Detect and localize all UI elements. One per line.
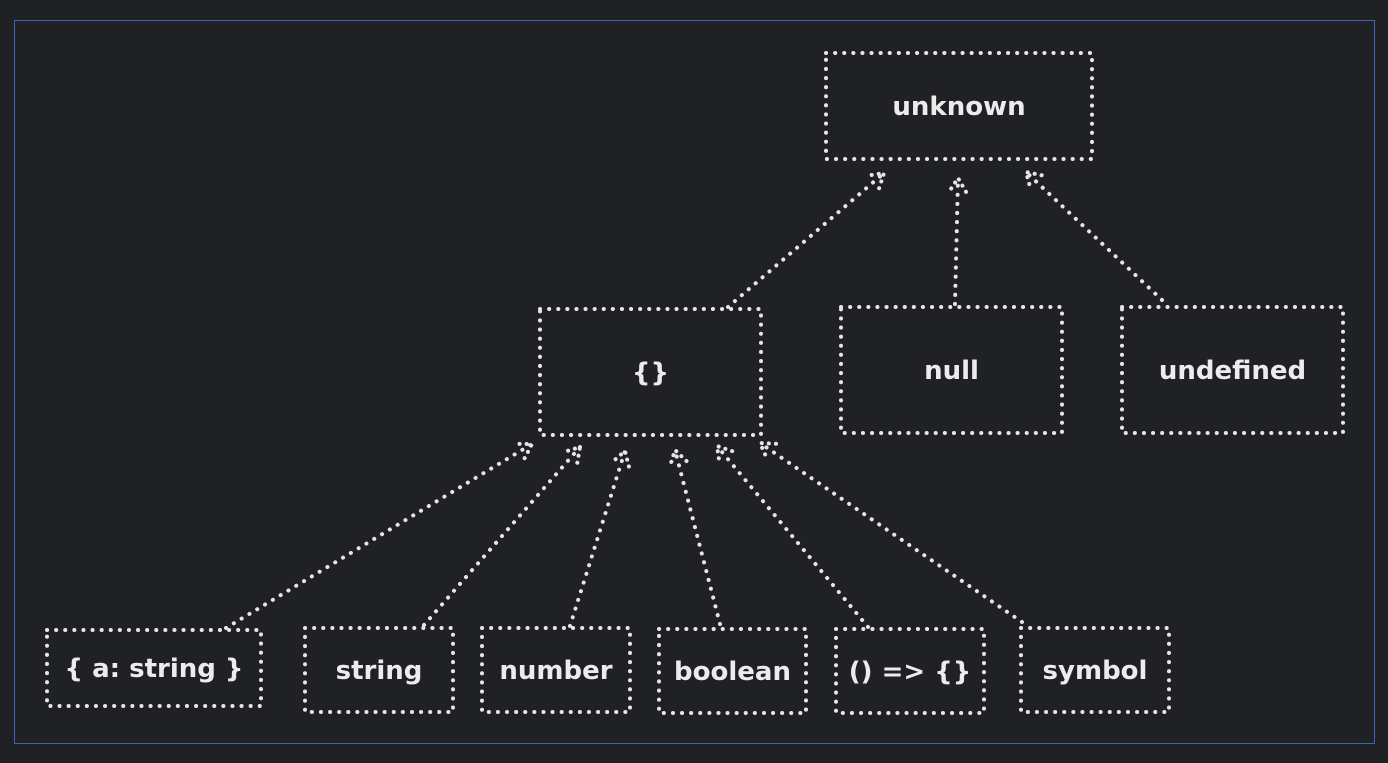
node-box-function[interactable] (834, 627, 986, 715)
node-box-undefined[interactable] (1120, 305, 1345, 435)
node-box-symbol[interactable] (1019, 626, 1171, 714)
node-box-unknown[interactable] (824, 51, 1094, 161)
node-symbol[interactable]: symbol (1019, 626, 1171, 714)
node-function[interactable]: () => {} (834, 627, 986, 715)
node-label-null: null (924, 356, 979, 386)
edge-line (568, 449, 627, 628)
node-label-boolean: boolean (674, 657, 791, 687)
edge-line (224, 442, 534, 630)
node-string[interactable]: string (303, 626, 455, 714)
arrowhead-icon (866, 170, 887, 191)
node-undefined[interactable]: undefined (1120, 305, 1345, 435)
edge-line (758, 441, 1024, 624)
node-box-number[interactable] (480, 626, 632, 714)
node-number[interactable]: number (480, 626, 632, 714)
node-object[interactable]: {} (538, 307, 763, 437)
node-box-string[interactable] (303, 626, 455, 714)
arrowhead-icon (947, 174, 969, 194)
edge-obj-literal-to-object (224, 441, 536, 630)
node-box-boolean[interactable] (657, 627, 808, 715)
node-boolean[interactable]: boolean (657, 627, 808, 715)
canvas-frame (14, 20, 1375, 744)
edge-null-to-unknown (947, 174, 969, 306)
edge-line (673, 448, 722, 626)
node-label-obj-literal: { a: string } (65, 654, 244, 684)
node-obj-literal[interactable]: { a: string } (45, 628, 263, 708)
edge-line (726, 171, 886, 309)
arrowhead-icon (714, 443, 735, 464)
node-label-undefined: undefined (1159, 356, 1306, 386)
node-unknown[interactable]: unknown (824, 51, 1094, 161)
edge-boolean-to-object (668, 446, 722, 626)
arrowhead-icon (668, 446, 689, 468)
edge-number-to-object (568, 447, 631, 628)
edge-line (715, 444, 870, 629)
edge-line (1024, 170, 1164, 302)
arrowhead-icon (514, 441, 536, 461)
edge-line (422, 445, 582, 627)
node-null[interactable]: null (839, 305, 1064, 435)
node-label-number: number (499, 656, 612, 686)
node-label-unknown: unknown (892, 92, 1025, 122)
node-box-object[interactable] (538, 307, 763, 437)
node-label-symbol: symbol (1043, 656, 1148, 686)
edge-function-to-object (714, 443, 870, 629)
arrowhead-icon (562, 444, 583, 465)
arrowhead-icon (1023, 169, 1044, 190)
arrowhead-icon (756, 440, 778, 460)
edge-object-to-unknown (726, 170, 887, 309)
edge-symbol-to-object (756, 440, 1024, 624)
node-label-object: {} (632, 358, 669, 388)
node-label-function: () => {} (849, 657, 971, 687)
node-label-string: string (336, 656, 423, 686)
nodes-layer: unknown {} null undefined { a: string } strin… (45, 51, 1345, 715)
edges-layer (224, 169, 1164, 630)
node-box-null[interactable] (839, 305, 1064, 435)
edge-line (953, 176, 960, 306)
arrowhead-icon (610, 447, 631, 469)
edge-undefined-to-unknown (1023, 169, 1164, 302)
edge-string-to-object (422, 444, 583, 627)
